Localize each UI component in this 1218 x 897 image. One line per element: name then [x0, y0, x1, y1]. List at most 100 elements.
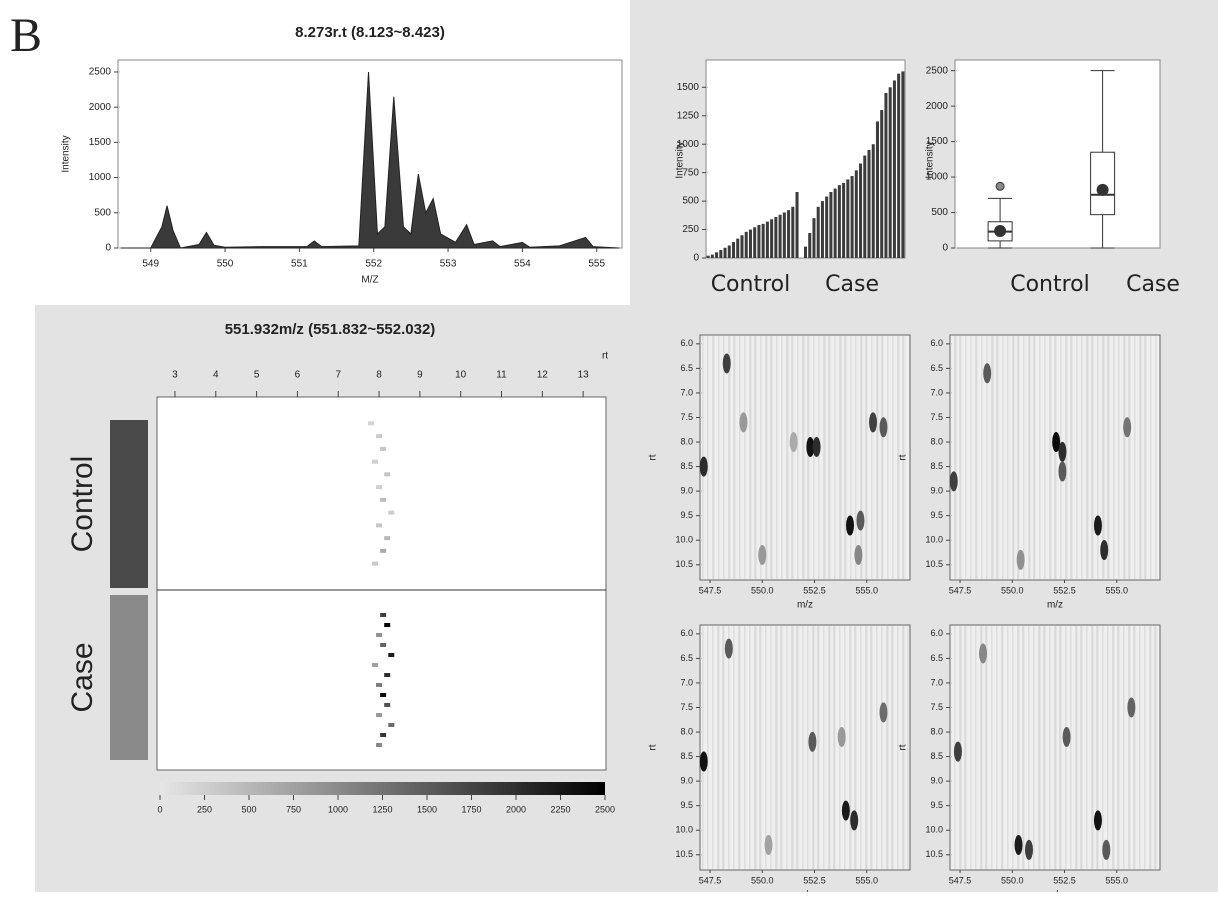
noise — [781, 626, 783, 869]
spot — [1058, 461, 1066, 481]
y-tick-label: 7.5 — [680, 412, 693, 422]
x-tick-label: Case — [825, 272, 879, 297]
bar — [791, 207, 794, 258]
y-tick-label: 8.5 — [930, 751, 943, 761]
noise — [965, 336, 967, 579]
noise — [877, 336, 879, 579]
noise — [1155, 336, 1157, 579]
noise — [829, 336, 831, 579]
point — [376, 683, 382, 687]
noise — [749, 626, 751, 869]
y-tick-label: 7.0 — [930, 387, 943, 397]
color-tick-label: 1250 — [372, 804, 392, 814]
y-tick-label: 6.0 — [680, 338, 693, 348]
y-tick-label: 6.5 — [680, 653, 693, 663]
x-tick-label: 6 — [295, 370, 301, 381]
point — [368, 421, 374, 425]
x-tick-label: Case — [1126, 272, 1180, 297]
y-tick-label: 9.5 — [930, 510, 943, 520]
y-tick-label: 1500 — [89, 137, 112, 148]
spot — [954, 742, 962, 762]
point — [372, 460, 378, 464]
noise — [834, 336, 836, 579]
noise — [1002, 336, 1004, 579]
noise — [702, 626, 704, 869]
group-label: Case — [66, 642, 99, 712]
spot — [950, 471, 958, 491]
noise — [813, 336, 815, 579]
noise — [1086, 626, 1088, 869]
x-tick-label: 3 — [172, 370, 178, 381]
x-tick-label: 552 — [365, 259, 382, 270]
bar — [855, 170, 858, 258]
noise — [786, 626, 788, 869]
noise — [887, 336, 889, 579]
x-tick-label: 550.0 — [1001, 875, 1024, 885]
spot — [1102, 840, 1110, 860]
y-tick-label: 9.5 — [930, 800, 943, 810]
bar — [740, 235, 743, 258]
x-tick-label: Control — [1010, 272, 1090, 297]
y-tick-label: 8.5 — [680, 461, 693, 471]
y-tick-label: 7.0 — [680, 387, 693, 397]
color-tick-label: 2000 — [506, 804, 526, 814]
noise — [1055, 626, 1057, 869]
spot — [979, 643, 987, 663]
bar — [762, 224, 765, 258]
noise — [1108, 336, 1110, 579]
y-axis-label: Intensity — [675, 141, 686, 178]
x-tick-label: 547.5 — [699, 875, 722, 885]
y-axis-label: rt — [898, 454, 909, 460]
noise — [1028, 626, 1030, 869]
bar — [901, 71, 904, 258]
point — [388, 723, 394, 727]
noise — [866, 336, 868, 579]
noise — [855, 336, 857, 579]
x-tick-label: 13 — [578, 370, 590, 381]
x-axis-label: rt — [602, 351, 608, 362]
noise — [1013, 336, 1015, 579]
y-axis-label: rt — [648, 454, 659, 460]
noise — [1018, 336, 1020, 579]
y-tick-label: 10.0 — [675, 535, 693, 545]
x-tick-label: 555.0 — [1105, 585, 1128, 595]
spot — [1025, 840, 1033, 860]
spot — [983, 363, 991, 383]
color-tick-label: 2250 — [550, 804, 570, 814]
bar — [804, 247, 807, 258]
noise — [765, 626, 767, 869]
spot — [838, 727, 846, 747]
noise — [892, 626, 894, 869]
x-tick-label: 9 — [417, 370, 423, 381]
color-tick-label: 750 — [286, 804, 301, 814]
noise — [802, 626, 804, 869]
x-tick-label: 552.5 — [803, 585, 826, 595]
noise — [744, 626, 746, 869]
bar — [863, 156, 866, 258]
noise — [1145, 336, 1147, 579]
noise — [1023, 626, 1025, 869]
color-tick-label: 1000 — [328, 804, 348, 814]
noise — [1092, 336, 1094, 579]
spot — [856, 511, 864, 531]
noise — [818, 336, 820, 579]
noise — [881, 626, 883, 869]
x-tick-label: 547.5 — [949, 585, 972, 595]
bar — [766, 222, 769, 258]
x-tick-label: 550 — [217, 259, 234, 270]
noise — [803, 336, 805, 579]
bar — [838, 185, 841, 258]
noise — [808, 336, 810, 579]
noise — [1150, 626, 1152, 869]
noise — [771, 336, 773, 579]
noise — [718, 626, 720, 869]
y-tick-label: 9.5 — [680, 510, 693, 520]
noise — [1087, 336, 1089, 579]
noise — [1007, 626, 1009, 869]
y-tick-label: 9.5 — [680, 800, 693, 810]
x-axis-label: m/z — [1047, 600, 1063, 611]
noise — [1076, 336, 1078, 579]
point — [372, 663, 378, 667]
y-tick-label: 6.5 — [680, 363, 693, 373]
bar — [808, 233, 811, 258]
